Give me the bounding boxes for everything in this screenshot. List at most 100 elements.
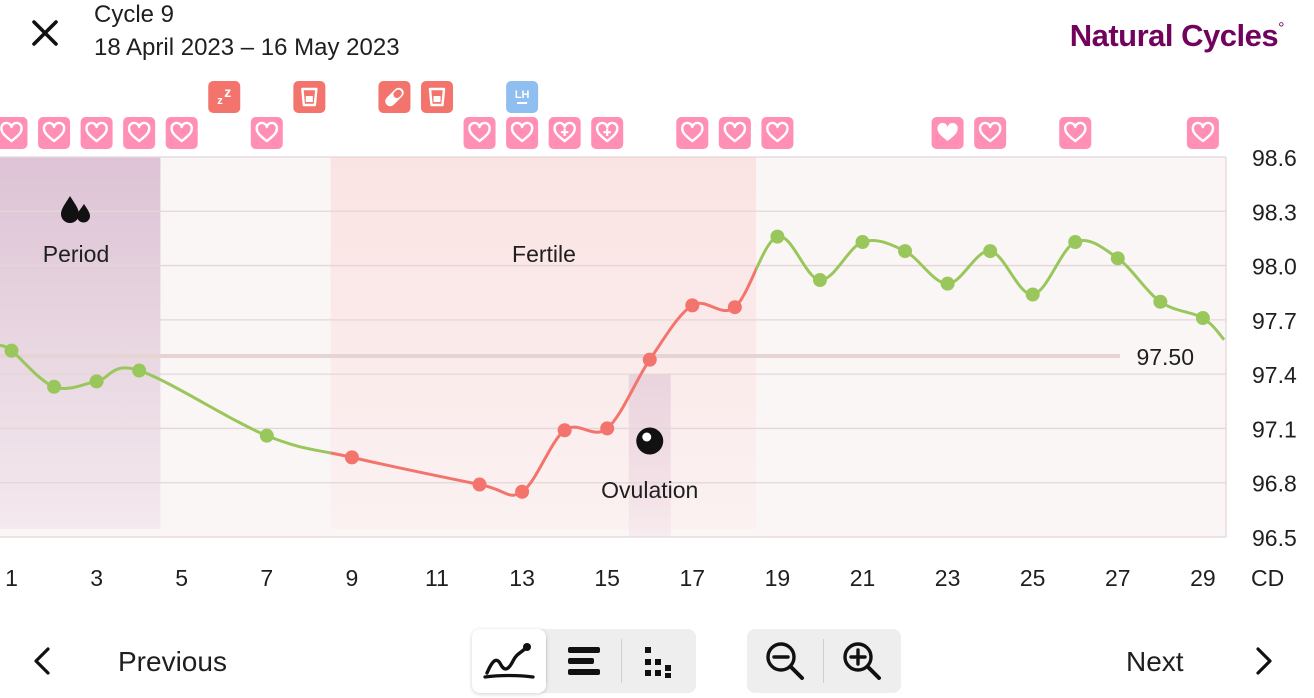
data-point — [472, 477, 487, 492]
x-tick-label: 1 — [5, 565, 18, 591]
heart-tag-heart-icon — [165, 117, 198, 149]
y-tick-label: 97.7 — [1252, 308, 1297, 334]
fertile-band — [330, 157, 757, 529]
heart-tag-heart-filled-icon — [931, 117, 964, 149]
chart-footer: Previous — [0, 626, 1314, 698]
x-tick-label: 25 — [1020, 565, 1046, 591]
view-curve-button[interactable] — [472, 629, 547, 693]
next-button[interactable]: Next — [1126, 646, 1184, 677]
y-tick-label: 98.0 — [1252, 254, 1297, 280]
heart-tag-heart-icon — [974, 117, 1007, 149]
svg-text:z: z — [217, 95, 223, 107]
data-point — [1153, 294, 1168, 309]
heart-tag-heart-icon — [1186, 117, 1219, 149]
previous-button[interactable]: Previous — [118, 646, 227, 677]
brand-logo: Natural Cycles° — [1069, 18, 1285, 54]
y-tick-label: 97.1 — [1252, 416, 1297, 442]
svg-text:z: z — [224, 84, 231, 100]
data-point — [557, 423, 572, 438]
fertile-label: Fertile — [512, 241, 576, 267]
data-point — [132, 363, 147, 378]
y-tick-label: 98.6 — [1252, 145, 1297, 171]
zoom-in-button[interactable] — [824, 629, 900, 693]
lh-test-icon: LH — [506, 81, 539, 113]
data-point — [940, 276, 955, 291]
x-tick-label: 7 — [260, 565, 273, 591]
heart-tag-heart-icon — [506, 117, 539, 149]
x-tick-label: 19 — [765, 565, 791, 591]
data-point — [600, 421, 615, 436]
y-tick-label: 96.8 — [1252, 471, 1297, 497]
data-point — [812, 273, 827, 288]
view-dots-button[interactable] — [622, 629, 696, 693]
x-tick-label: 11 — [425, 565, 449, 591]
pill-icon — [378, 81, 411, 113]
x-tick-label: 23 — [935, 565, 961, 591]
data-point — [727, 300, 742, 315]
data-point — [4, 343, 19, 358]
x-axis-label: CD — [1251, 565, 1284, 591]
heart-tag-heart-icon — [463, 117, 496, 149]
dot-grid-icon — [644, 647, 671, 678]
zoom-in-icon — [843, 642, 881, 680]
data-point — [344, 450, 359, 465]
chevron-right-icon[interactable] — [1250, 644, 1278, 678]
data-point — [1195, 311, 1210, 326]
ovulation-egg-icon — [636, 427, 664, 455]
heart-tag-heart-icon — [38, 117, 71, 149]
data-point — [642, 352, 657, 367]
alcohol-glass-icon — [421, 81, 453, 113]
x-tick-label: 29 — [1190, 565, 1216, 591]
data-point — [685, 298, 700, 313]
zoom-out-button[interactable] — [747, 629, 823, 693]
brand-mark: ° — [1278, 20, 1284, 37]
x-tick-label: 21 — [850, 565, 876, 591]
data-point — [515, 484, 530, 499]
x-tick-label: 9 — [346, 565, 359, 591]
y-tick-label: 97.4 — [1252, 362, 1297, 388]
data-point — [855, 235, 870, 250]
zoom-out-icon — [766, 642, 804, 680]
x-tick-label: 17 — [680, 565, 706, 591]
data-point — [47, 379, 62, 394]
x-tick-label: 13 — [509, 565, 535, 591]
ovulation-band — [628, 374, 671, 537]
heart-tag-heart-icon — [80, 117, 113, 149]
alcohol-glass-icon — [293, 81, 326, 113]
x-tick-label: 27 — [1105, 565, 1131, 591]
svg-text:LH: LH — [515, 89, 530, 101]
heart-tag-heart-icon — [123, 117, 156, 149]
data-point — [898, 244, 913, 259]
coverline-label: 97.50 — [1136, 344, 1194, 370]
bar-list-icon — [567, 647, 600, 675]
y-tick-label: 96.5 — [1252, 525, 1297, 551]
heart-tag-heart-icon — [1059, 117, 1092, 149]
heart-tag-heart-icon — [250, 117, 283, 149]
heart-tag-heart-icon — [718, 117, 751, 149]
brand-name: Natural Cycles — [1069, 18, 1279, 53]
chevron-left-icon[interactable] — [28, 644, 56, 678]
cycle-title: Cycle 9 — [94, 1, 175, 28]
temperature-curve-icon — [483, 643, 535, 679]
data-point — [1110, 251, 1125, 266]
data-point — [1068, 235, 1083, 250]
heart-tag-heart-plus-icon — [548, 117, 581, 149]
data-point — [1025, 287, 1040, 302]
y-tick-label: 98.3 — [1252, 199, 1297, 225]
ovulation-label: Ovulation — [601, 477, 698, 503]
sleep-icon: zz — [208, 81, 241, 113]
period-label: Period — [43, 241, 109, 267]
heart-tag-heart-icon — [761, 117, 794, 149]
cycle-dates: 18 April 2023 – 16 May 2023 — [94, 34, 400, 61]
temperature-chart: 97.50 Period Fertile Ovulation zz LH 96.5 96… — [0, 81, 1297, 591]
x-tick-label: 3 — [90, 565, 103, 591]
blood-drops-icon — [61, 196, 90, 223]
close-icon[interactable] — [26, 14, 64, 52]
zoom-controls — [747, 629, 901, 693]
data-point — [89, 374, 104, 389]
x-tick-label: 15 — [594, 565, 620, 591]
heart-tag-heart-icon — [676, 117, 709, 149]
data-point — [983, 244, 998, 259]
view-bars-button[interactable] — [547, 629, 621, 693]
x-tick-label: 5 — [175, 565, 188, 591]
